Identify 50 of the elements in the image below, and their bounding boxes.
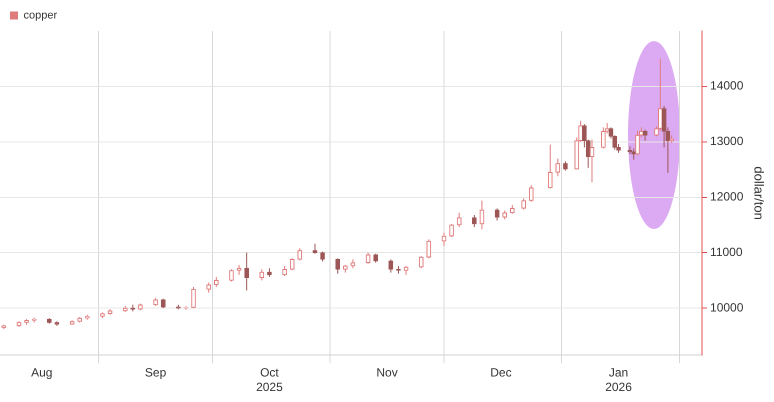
y-tick-label: 10000	[710, 300, 744, 314]
candlestick	[206, 282, 212, 294]
candlestick	[108, 308, 112, 316]
candlestick	[350, 258, 356, 269]
candlestick	[335, 258, 340, 274]
x-tick-label: Oct 2025	[256, 366, 284, 394]
x-tick-label: Nov	[376, 366, 398, 380]
candlestick	[138, 303, 143, 311]
candlestick	[24, 318, 29, 326]
candlestick	[214, 276, 219, 288]
y-axis-title: dollar/ton	[752, 166, 767, 220]
candlestick	[297, 248, 302, 261]
candlestick	[176, 304, 181, 310]
candlestick	[320, 251, 325, 262]
candlestick	[388, 258, 394, 274]
candlestick	[160, 298, 166, 309]
candlestick	[502, 210, 508, 220]
candlestick	[426, 238, 432, 259]
x-tick-label: Sep	[144, 366, 167, 380]
x-tick-label: Jan 2026	[605, 366, 632, 394]
x-tick-label: Aug	[31, 366, 52, 380]
y-tick-label: 12000	[710, 190, 744, 204]
candlestick	[442, 232, 446, 247]
candlestick	[191, 286, 196, 308]
candlestick	[590, 139, 594, 183]
y-tick-label: 13000	[710, 134, 744, 148]
candlestick	[456, 212, 462, 228]
candlestick	[494, 208, 500, 222]
candlestick	[528, 184, 534, 202]
candlestick	[642, 129, 648, 142]
candlestick	[373, 253, 378, 264]
candlestick	[556, 158, 560, 177]
candlestick	[244, 252, 249, 291]
candlestick	[510, 204, 515, 214]
candlestick	[260, 268, 264, 281]
candlestick	[153, 298, 158, 306]
x-tick-label: Dec	[490, 366, 512, 380]
candlestick	[631, 148, 636, 160]
candlestick	[548, 144, 553, 188]
candlestick	[312, 243, 318, 254]
candlestick	[635, 130, 640, 156]
candlestick	[290, 258, 295, 271]
legend-label: copper	[24, 10, 58, 22]
candlestick	[366, 252, 370, 264]
y-tick-label: 11000	[710, 244, 743, 259]
candlestick	[601, 126, 606, 149]
y-tick-label: 14000	[710, 78, 744, 93]
candlestick	[267, 268, 272, 278]
candlestick	[480, 200, 484, 230]
candlestick	[563, 160, 568, 172]
